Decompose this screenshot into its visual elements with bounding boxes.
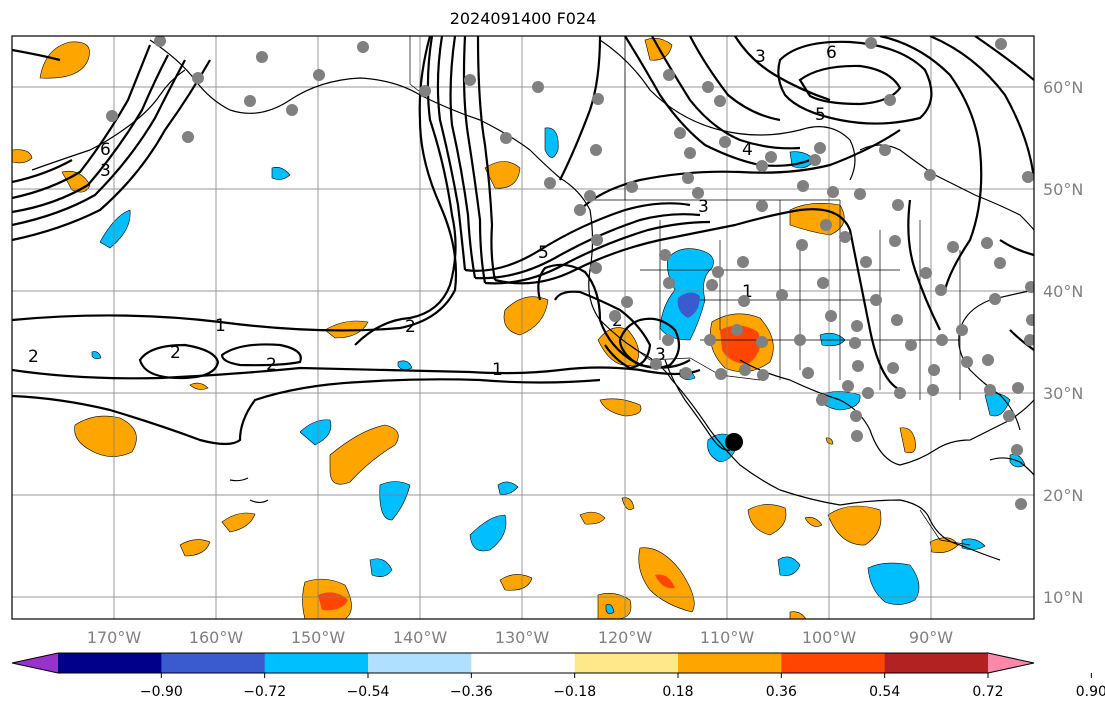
colorbar-outline: [11, 652, 1035, 674]
contour-label: 2: [405, 317, 416, 337]
contour-label: 1: [492, 360, 503, 380]
contour-label: 5: [538, 243, 549, 263]
contour-label: 4: [742, 140, 753, 160]
map-frame: [11, 35, 1035, 620]
lon-label: 100°W: [802, 628, 857, 647]
colorbar-swatch: [884, 653, 989, 673]
longitude-labels: 170°W 160°W 150°W 140°W 130°W 120°W 110°…: [87, 628, 953, 647]
colorbar-swatch: [161, 653, 266, 673]
colorbar-extend-high: [988, 653, 1034, 673]
coastlines: [31, 39, 1034, 561]
lon-label: 160°W: [189, 628, 244, 647]
colorbar-swatch: [58, 653, 162, 673]
colorbar-swatch: [471, 653, 576, 673]
contour-label: 3: [698, 197, 709, 217]
lon-label: 170°W: [87, 628, 142, 647]
station-dots: [106, 36, 1034, 510]
lat-label: 40°N: [1043, 282, 1083, 301]
positive-anomaly-shading: [12, 38, 959, 619]
lat-label: 20°N: [1043, 486, 1083, 505]
contour-label: 1: [215, 316, 226, 336]
lon-label: 140°W: [393, 628, 448, 647]
contour-label: 2: [170, 343, 181, 363]
contour-label: 6: [826, 43, 837, 63]
colorbar: −0.90 −0.72 −0.54 −0.36 −0.18 0.18 0.36 0.54 0.7…: [11, 652, 1105, 700]
colorbar-tick-label: 0.36: [766, 684, 797, 700]
lon-label: 150°W: [291, 628, 346, 647]
map-title: 2024091400 F024: [449, 9, 597, 28]
lat-label: 10°N: [1043, 588, 1083, 607]
lat-label: 30°N: [1043, 384, 1083, 403]
lon-label: 90°W: [909, 628, 953, 647]
colorbar-swatch: [781, 653, 886, 673]
lon-label: 120°W: [598, 628, 653, 647]
contour-label: 3: [100, 161, 111, 181]
lat-label: 50°N: [1043, 180, 1083, 199]
colorbar-tick-label: −0.90: [140, 684, 183, 700]
colorbar-tick-label: 0.90: [1076, 684, 1105, 700]
contour-label: 3: [655, 345, 666, 365]
latitude-labels: 60°N 50°N 40°N 30°N 20°N 10°N: [1043, 78, 1083, 607]
lat-label: 60°N: [1043, 78, 1083, 97]
lon-label: 130°W: [495, 628, 550, 647]
colorbar-tick-label: −0.36: [450, 684, 493, 700]
contour-label: 3: [755, 47, 766, 67]
colorbar-tick-label: 0.18: [662, 684, 693, 700]
strong-negative-anomaly-shading: [677, 292, 700, 318]
colorbar-tick-label: 0.72: [972, 684, 1003, 700]
colorbar-tick-label: 0.54: [869, 684, 900, 700]
political-borders: [409, 36, 971, 546]
colorbar-tick-label: −0.72: [243, 684, 286, 700]
height-contours: [12, 36, 1034, 446]
contour-label: 6: [100, 140, 111, 160]
colorbar-swatch: [368, 653, 472, 673]
colorbar-swatch: [264, 653, 369, 673]
colorbar-tick-label: −0.54: [347, 684, 390, 700]
colorbar-swatch: [574, 653, 679, 673]
colorbar-swatch: [678, 653, 782, 673]
lon-label: 110°W: [700, 628, 755, 647]
colorbar-tick-label: −0.18: [553, 684, 596, 700]
contour-label: 2: [28, 347, 39, 367]
colorbar-extend-low: [12, 653, 58, 673]
contour-label: 5: [815, 105, 826, 125]
contour-label: 1: [742, 282, 753, 302]
point-marker: [725, 433, 743, 451]
contour-label: 2: [266, 355, 277, 375]
